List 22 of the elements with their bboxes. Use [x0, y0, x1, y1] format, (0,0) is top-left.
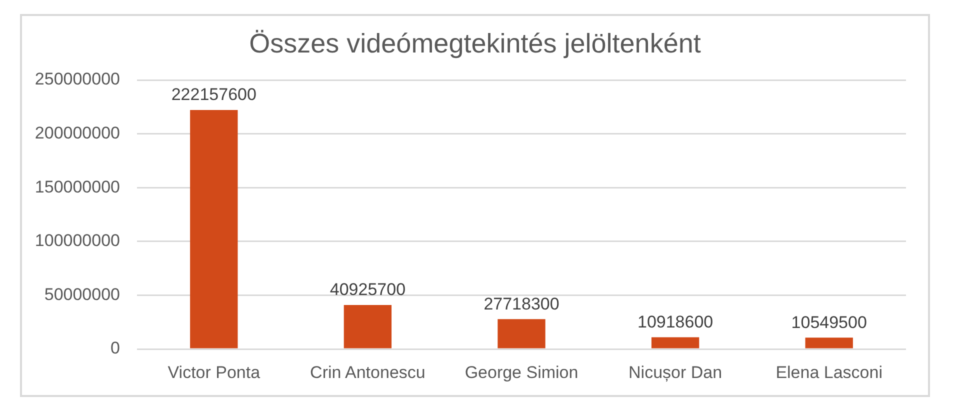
y-tick-label: 150000000: [34, 177, 120, 196]
x-tick-label: Elena Lasconi: [776, 362, 883, 382]
data-label: 27718300: [484, 294, 560, 314]
data-label: 40925700: [330, 280, 406, 300]
bar: [805, 338, 853, 348]
bar: [498, 319, 546, 348]
x-tick-label: Victor Ponta: [168, 362, 261, 382]
x-tick-label: Crin Antonescu: [310, 362, 426, 382]
data-label: 222157600: [171, 85, 256, 104]
x-tick-label: Nicușor Dan: [628, 362, 722, 382]
y-tick-label: 100000000: [34, 231, 120, 250]
chart-title: Összes videómegtekintés jelöltenként: [249, 28, 702, 58]
bar: [344, 304, 392, 348]
bar: [651, 337, 700, 348]
data-label: 10549500: [791, 312, 867, 332]
y-tick-label: 250000000: [34, 70, 120, 89]
y-tick-label: 0: [110, 338, 120, 358]
y-tick-label: 200000000: [34, 123, 120, 142]
data-label: 10918600: [637, 312, 714, 332]
y-tick-label: 50000000: [44, 284, 120, 304]
bar: [190, 110, 238, 348]
x-tick-label: George Simion: [464, 362, 578, 382]
